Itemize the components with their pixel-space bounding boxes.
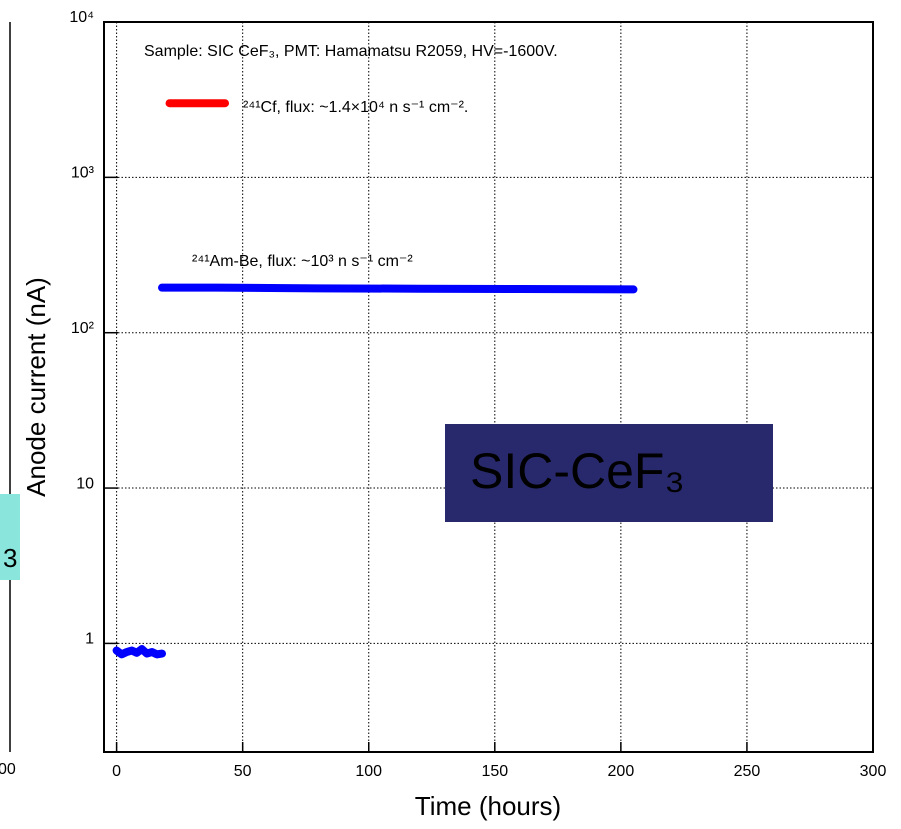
label-box (445, 424, 773, 522)
x-tick-label: 0 (112, 763, 121, 780)
x-tick-label: 250 (734, 763, 761, 780)
neighbor-label: 3 (3, 543, 17, 573)
plot-frame (103, 21, 874, 753)
y-axis-title: Anode current (nA) (21, 277, 51, 497)
y-tick-label: 10² (71, 320, 95, 337)
neighbor-box (0, 494, 20, 580)
x-tick-label: 150 (481, 763, 508, 780)
y-tick-label: 10 (76, 475, 94, 492)
label-box-text: SIC-CeF₃ (470, 443, 685, 499)
y-tick-label: 10⁴ (69, 9, 94, 26)
x-tick-label: 50 (234, 763, 252, 780)
series-line (112, 283, 638, 659)
x-tick-label: 100 (355, 763, 382, 780)
y-tick-label: 10³ (71, 165, 95, 182)
legend-label: ²⁴¹Am-Be, flux: ~10³ n s⁻¹ cm⁻² (192, 253, 413, 270)
legend-label: ²⁴¹Cf, flux: ~1.4×10⁴ n s⁻¹ cm⁻². (243, 99, 468, 116)
y-tick-label: 1 (85, 631, 94, 648)
x-axis-title: Time (hours) (415, 791, 561, 821)
x-tick-label: 300 (860, 763, 887, 780)
x-tick-label: 200 (608, 763, 635, 780)
annotation: Sample: SIC CeF₃, PMT: Hamamatsu R2059, … (144, 43, 558, 60)
neighbor-tick-label: 00 (0, 761, 16, 778)
